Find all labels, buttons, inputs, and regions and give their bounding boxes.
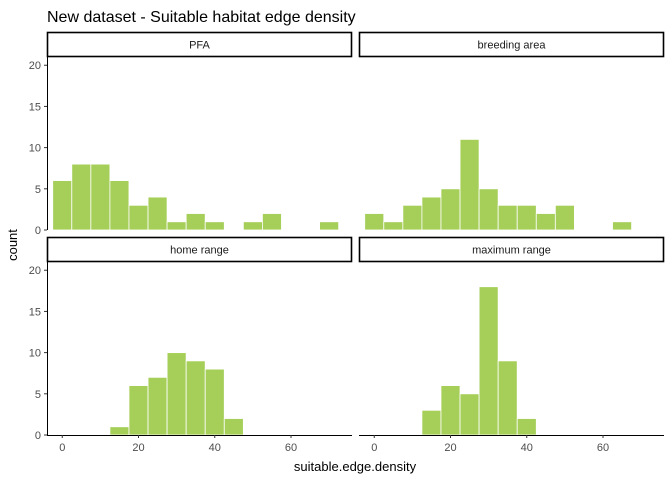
histogram-bar bbox=[364, 213, 385, 231]
x-tick-label: 0 bbox=[59, 442, 65, 454]
histogram-bar bbox=[262, 213, 282, 231]
histogram-bar bbox=[204, 368, 225, 436]
x-tick-label: 20 bbox=[132, 442, 144, 454]
histogram-bar bbox=[497, 360, 518, 436]
histogram-bar bbox=[71, 163, 92, 231]
facet-panel-pfa: PFA 0 5 10 15 20 bbox=[29, 31, 353, 237]
histogram-bar bbox=[109, 180, 130, 231]
facet-panel-breeding-area: breeding area bbox=[358, 31, 665, 231]
x-tick-label: 0 bbox=[371, 442, 377, 454]
y-tick-label: 15 bbox=[29, 306, 41, 318]
histogram-bar bbox=[516, 204, 537, 231]
histogram-bar bbox=[478, 286, 499, 436]
y-tick-label: 10 bbox=[29, 348, 41, 360]
facet-strip-label: maximum range bbox=[472, 245, 551, 257]
y-axis-label: count bbox=[5, 229, 20, 261]
histogram-bar bbox=[497, 204, 518, 231]
y-tick-label: 0 bbox=[35, 430, 41, 442]
x-tick-label: 60 bbox=[597, 442, 609, 454]
histogram-bar bbox=[440, 188, 461, 231]
histogram-bar bbox=[554, 204, 575, 231]
x-axis-label: suitable.edge.density bbox=[294, 459, 417, 474]
histogram-bar bbox=[459, 393, 480, 436]
histogram-bar bbox=[242, 221, 263, 231]
y-tick-label: 15 bbox=[29, 101, 41, 113]
y-tick-label: 20 bbox=[29, 60, 41, 72]
histogram-bar bbox=[109, 426, 130, 436]
x-tick-label: 40 bbox=[209, 442, 221, 454]
histogram-bar bbox=[535, 213, 556, 231]
facet-strip bbox=[46, 31, 353, 58]
histogram-bar bbox=[440, 385, 461, 436]
facet-panels: PFA 0 5 10 15 20 breeding area home range 0 5 10 15… bbox=[29, 31, 665, 454]
facet-strip bbox=[46, 236, 353, 263]
histogram-bar bbox=[516, 418, 537, 436]
histogram-bar bbox=[166, 352, 187, 436]
histogram-bar bbox=[402, 204, 423, 231]
facet-panel-maximum-range: maximum range 0 20 40 60 bbox=[358, 236, 665, 454]
histogram-bar bbox=[459, 138, 480, 231]
facet-panel-home-range: home range 0 5 10 15 20 0 20 40 60 bbox=[29, 236, 353, 454]
histogram-bar bbox=[128, 204, 149, 231]
histogram-bar bbox=[147, 196, 168, 231]
histogram-bar bbox=[166, 221, 187, 231]
facet-strip bbox=[358, 236, 665, 263]
histogram-bar bbox=[90, 163, 111, 231]
histogram-bar bbox=[128, 385, 149, 436]
histogram-bar bbox=[612, 221, 632, 231]
histogram-bar bbox=[383, 221, 404, 231]
y-tick-label: 10 bbox=[29, 143, 41, 155]
y-tick-label: 5 bbox=[35, 389, 41, 401]
y-tick-label: 0 bbox=[35, 225, 41, 237]
facet-strip-label: home range bbox=[170, 245, 229, 257]
facet-strip bbox=[358, 31, 665, 58]
x-tick-label: 20 bbox=[444, 442, 456, 454]
histogram-bar bbox=[185, 213, 206, 231]
y-tick-label: 20 bbox=[29, 265, 41, 277]
histogram-bar bbox=[185, 360, 206, 436]
chart-title: New dataset - Suitable habitat edge dens… bbox=[47, 9, 356, 26]
histogram-bar bbox=[223, 418, 244, 436]
x-tick-label: 40 bbox=[521, 442, 533, 454]
histogram-bar bbox=[52, 180, 73, 231]
facet-strip-label: PFA bbox=[189, 40, 210, 52]
x-tick-label: 60 bbox=[285, 442, 297, 454]
facet-strip-label: breeding area bbox=[478, 40, 547, 52]
histogram-bar bbox=[478, 188, 499, 231]
y-tick-label: 5 bbox=[35, 184, 41, 196]
histogram-bar bbox=[421, 409, 442, 436]
histogram-bar bbox=[204, 221, 225, 231]
histogram-bar bbox=[421, 196, 442, 231]
histogram-bar bbox=[319, 221, 340, 231]
histogram-bar bbox=[147, 376, 168, 436]
